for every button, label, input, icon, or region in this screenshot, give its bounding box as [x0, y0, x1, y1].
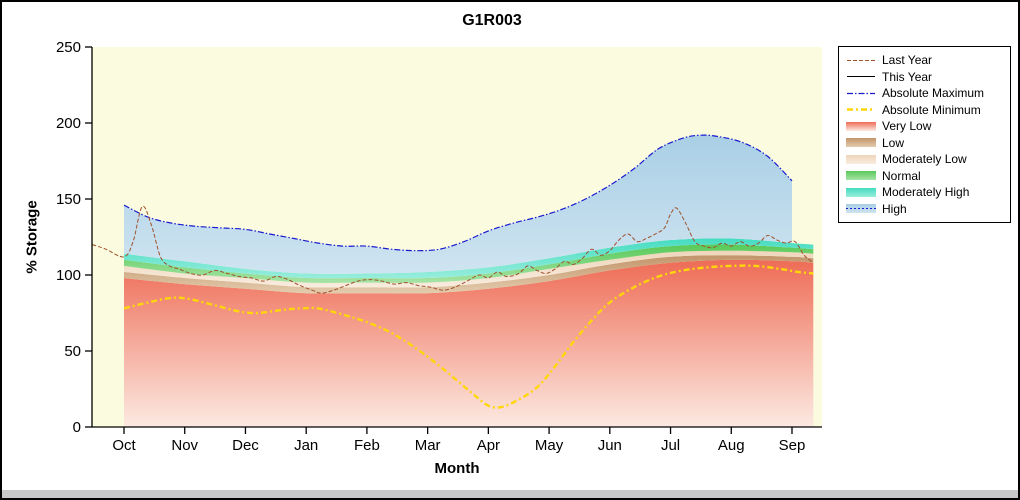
legend-item-normal: Normal — [846, 168, 1003, 185]
absolute_minimum-swatch — [846, 104, 876, 115]
this_year-swatch — [846, 71, 876, 82]
y-tick-label: 0 — [73, 419, 81, 436]
storage-percentile-chart: 0 50 100 150 200 250 Oct Nov Dec Jan Feb Mar Apr May J… — [56, 39, 822, 454]
legend-label: Last Year — [882, 53, 933, 68]
y-tick-label: 50 — [64, 343, 81, 360]
band-very_low — [124, 259, 814, 427]
x-tick-label: Jun — [598, 437, 622, 454]
legend-item-moderately_low: Moderately Low — [846, 151, 1003, 168]
window-status-strip — [2, 490, 1018, 498]
legend-item-absolute_maximum: Absolute Maximum — [846, 85, 1003, 102]
series-absolute_minimum-line — [123, 264, 814, 409]
y-tick-label: 200 — [56, 115, 81, 132]
legend-item-absolute_minimum: Absolute Minimum — [846, 102, 1003, 119]
y-tick-label: 100 — [56, 267, 81, 284]
very_low-swatch — [846, 121, 876, 131]
x-tick-label: Mar — [415, 437, 441, 454]
legend-label: This Year — [882, 69, 933, 84]
legend-item-very_low: Very Low — [846, 118, 1003, 135]
chart-legend: Last Year This Year Absolute Maximum Absolu… — [838, 46, 1011, 223]
chart-title: G1R003 — [462, 12, 522, 29]
x-axis-title: Month — [434, 460, 480, 477]
x-tick-label: Jan — [294, 437, 318, 454]
band-low — [124, 255, 814, 294]
series-absolute_maximum-line — [123, 134, 793, 252]
legend-label: Moderately High — [882, 185, 970, 200]
x-tick-label: Oct — [112, 437, 136, 454]
x-tick-label: Sep — [779, 437, 806, 454]
moderately_low-swatch — [846, 154, 876, 164]
x-tick-label: Nov — [171, 437, 198, 454]
band-high — [124, 135, 792, 274]
legend-item-last_year: Last Year — [846, 52, 1003, 69]
legend-label: Absolute Maximum — [882, 86, 985, 101]
band-moderately_high — [124, 238, 814, 279]
moderately_high-swatch — [846, 187, 876, 197]
legend-item-moderately_high: Moderately High — [846, 184, 1003, 201]
x-tick-label: Dec — [232, 437, 259, 454]
legend-item-high: High — [846, 201, 1003, 218]
band-normal — [124, 244, 814, 283]
legend-label: Normal — [882, 168, 921, 183]
axes — [91, 47, 822, 428]
x-tick-label: May — [535, 437, 564, 454]
x-tick-label: Feb — [354, 437, 380, 454]
legend-label: Low — [882, 135, 905, 150]
low-swatch — [846, 138, 876, 148]
series-last_year-line — [92, 205, 814, 294]
legend-label: High — [882, 201, 907, 216]
x-tick-label: Apr — [477, 437, 500, 454]
last_year-swatch — [846, 55, 876, 66]
x-tick-label: Aug — [718, 437, 745, 454]
legend-item-this_year: This Year — [846, 69, 1003, 86]
x-tick-label: Jul — [661, 437, 680, 454]
normal-swatch — [846, 171, 876, 181]
legend-label: Moderately Low — [882, 152, 967, 167]
absolute_maximum-swatch — [846, 88, 876, 99]
high-swatch — [846, 204, 876, 214]
y-tick-label: 250 — [56, 39, 81, 56]
legend-label: Absolute Minimum — [882, 102, 981, 117]
y-tick-label: 150 — [56, 191, 81, 208]
legend-item-low: Low — [846, 135, 1003, 152]
legend-label: Very Low — [882, 119, 932, 134]
